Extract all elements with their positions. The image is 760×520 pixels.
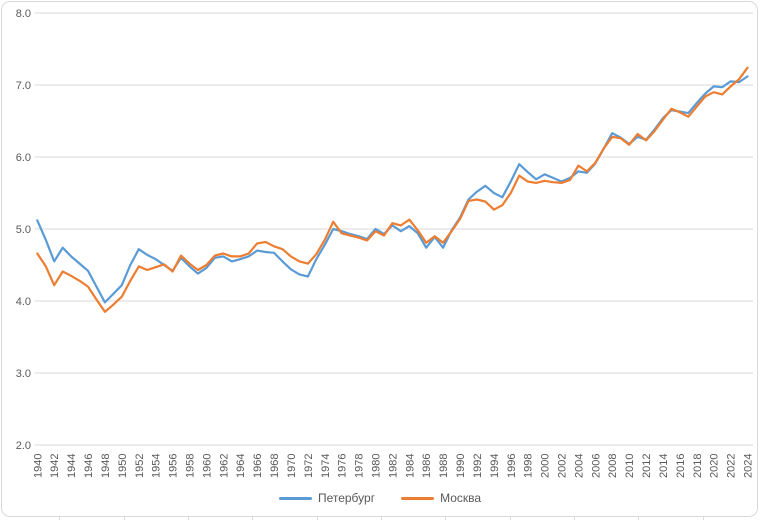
x-axis-tick-label: 1966 xyxy=(252,454,264,478)
x-axis-tick-label: 1984 xyxy=(404,454,416,478)
x-axis-tick-label: 2020 xyxy=(709,454,721,478)
x-axis-tick-label: 1972 xyxy=(303,454,315,478)
legend-item-peterburg[interactable]: Петербург xyxy=(278,491,376,505)
x-axis-tick-label: 1954 xyxy=(151,454,163,478)
x-axis-tick-label: 1990 xyxy=(455,454,467,478)
x-axis-tick-label: 1978 xyxy=(354,454,366,478)
worksheet-gridline-stub xyxy=(638,517,639,520)
x-axis-tick-label: 2004 xyxy=(573,454,585,478)
x-axis-tick-label: 2022 xyxy=(726,454,738,478)
y-axis-tick-label: 7.0 xyxy=(16,80,31,92)
x-axis-tick-label: 1960 xyxy=(201,454,213,478)
x-axis-tick-label: 2014 xyxy=(658,454,670,478)
x-axis-tick-label: 1968 xyxy=(269,454,281,478)
chart-legend: Петербург Москва xyxy=(0,491,760,505)
x-axis-tick-label: 1986 xyxy=(421,454,433,478)
x-axis-tick-label: 2018 xyxy=(692,454,704,478)
x-axis-tick-label: 1992 xyxy=(472,454,484,478)
worksheet-gridline-stub xyxy=(59,517,60,520)
worksheet-gridline-stub xyxy=(317,517,318,520)
x-axis-tick-label: 1956 xyxy=(168,454,180,478)
x-axis-tick-label: 1980 xyxy=(371,454,383,478)
y-axis-tick-label: 3.0 xyxy=(16,368,31,380)
x-axis-tick-label: 1964 xyxy=(235,454,247,478)
worksheet-edge xyxy=(0,517,760,520)
legend-swatch-moskva xyxy=(401,496,435,500)
legend-item-moskva[interactable]: Москва xyxy=(401,491,481,505)
x-axis-tick-label: 1944 xyxy=(66,454,78,478)
worksheet-gridline-stub xyxy=(445,517,446,520)
x-axis-tick-label: 2008 xyxy=(607,454,619,478)
x-axis-tick-label: 1952 xyxy=(134,454,146,478)
x-axis-tick-label: 1950 xyxy=(117,454,129,478)
worksheet-gridline-stub xyxy=(381,517,382,520)
x-axis-tick-label: 1970 xyxy=(286,454,298,478)
worksheet-gridline-stub xyxy=(703,517,704,520)
x-axis-tick-label: 1948 xyxy=(100,454,112,478)
legend-swatch-peterburg xyxy=(278,496,312,500)
y-axis-tick-label: 2.0 xyxy=(16,440,31,452)
x-axis-tick-label: 1940 xyxy=(32,454,44,478)
series-line-1[interactable] xyxy=(36,66,749,313)
y-axis-tick-label: 6.0 xyxy=(16,152,31,164)
y-axis-tick-label: 5.0 xyxy=(16,224,31,236)
legend-label-peterburg: Петербург xyxy=(317,491,376,505)
x-axis-tick-label: 1976 xyxy=(337,454,349,478)
worksheet-gridline-stub xyxy=(510,517,511,520)
x-axis-tick-label: 2012 xyxy=(641,454,653,478)
x-axis-tick-label: 1946 xyxy=(83,454,95,478)
x-axis-tick-label: 2016 xyxy=(675,454,687,478)
x-axis-tick-label: 1974 xyxy=(320,454,332,478)
legend-label-moskva: Москва xyxy=(440,491,482,505)
y-axis-tick-label: 8.0 xyxy=(16,8,31,20)
x-axis-tick-label: 1994 xyxy=(489,454,501,478)
x-axis-tick-label: 1982 xyxy=(387,454,399,478)
x-axis-tick-label: 1962 xyxy=(218,454,230,478)
x-axis-tick-label: 1958 xyxy=(184,454,196,478)
x-axis-tick-label: 1998 xyxy=(523,454,535,478)
x-axis-tick-label: 2010 xyxy=(624,454,636,478)
x-axis-tick-label: 2006 xyxy=(590,454,602,478)
x-axis-tick-label: 2024 xyxy=(743,454,755,478)
x-axis-tick-label: 1942 xyxy=(49,454,61,478)
worksheet-gridline-stub xyxy=(574,517,575,520)
worksheet-gridline-stub xyxy=(124,517,125,520)
x-axis-tick-label: 1988 xyxy=(438,454,450,478)
worksheet-gridline-stub xyxy=(252,517,253,520)
y-axis-tick-label: 4.0 xyxy=(16,296,31,308)
x-axis-tick-label: 2000 xyxy=(540,454,552,478)
x-axis-tick-label: 2002 xyxy=(557,454,569,478)
x-axis-tick-label: 1996 xyxy=(506,454,518,478)
worksheet-gridline-stub xyxy=(188,517,189,520)
